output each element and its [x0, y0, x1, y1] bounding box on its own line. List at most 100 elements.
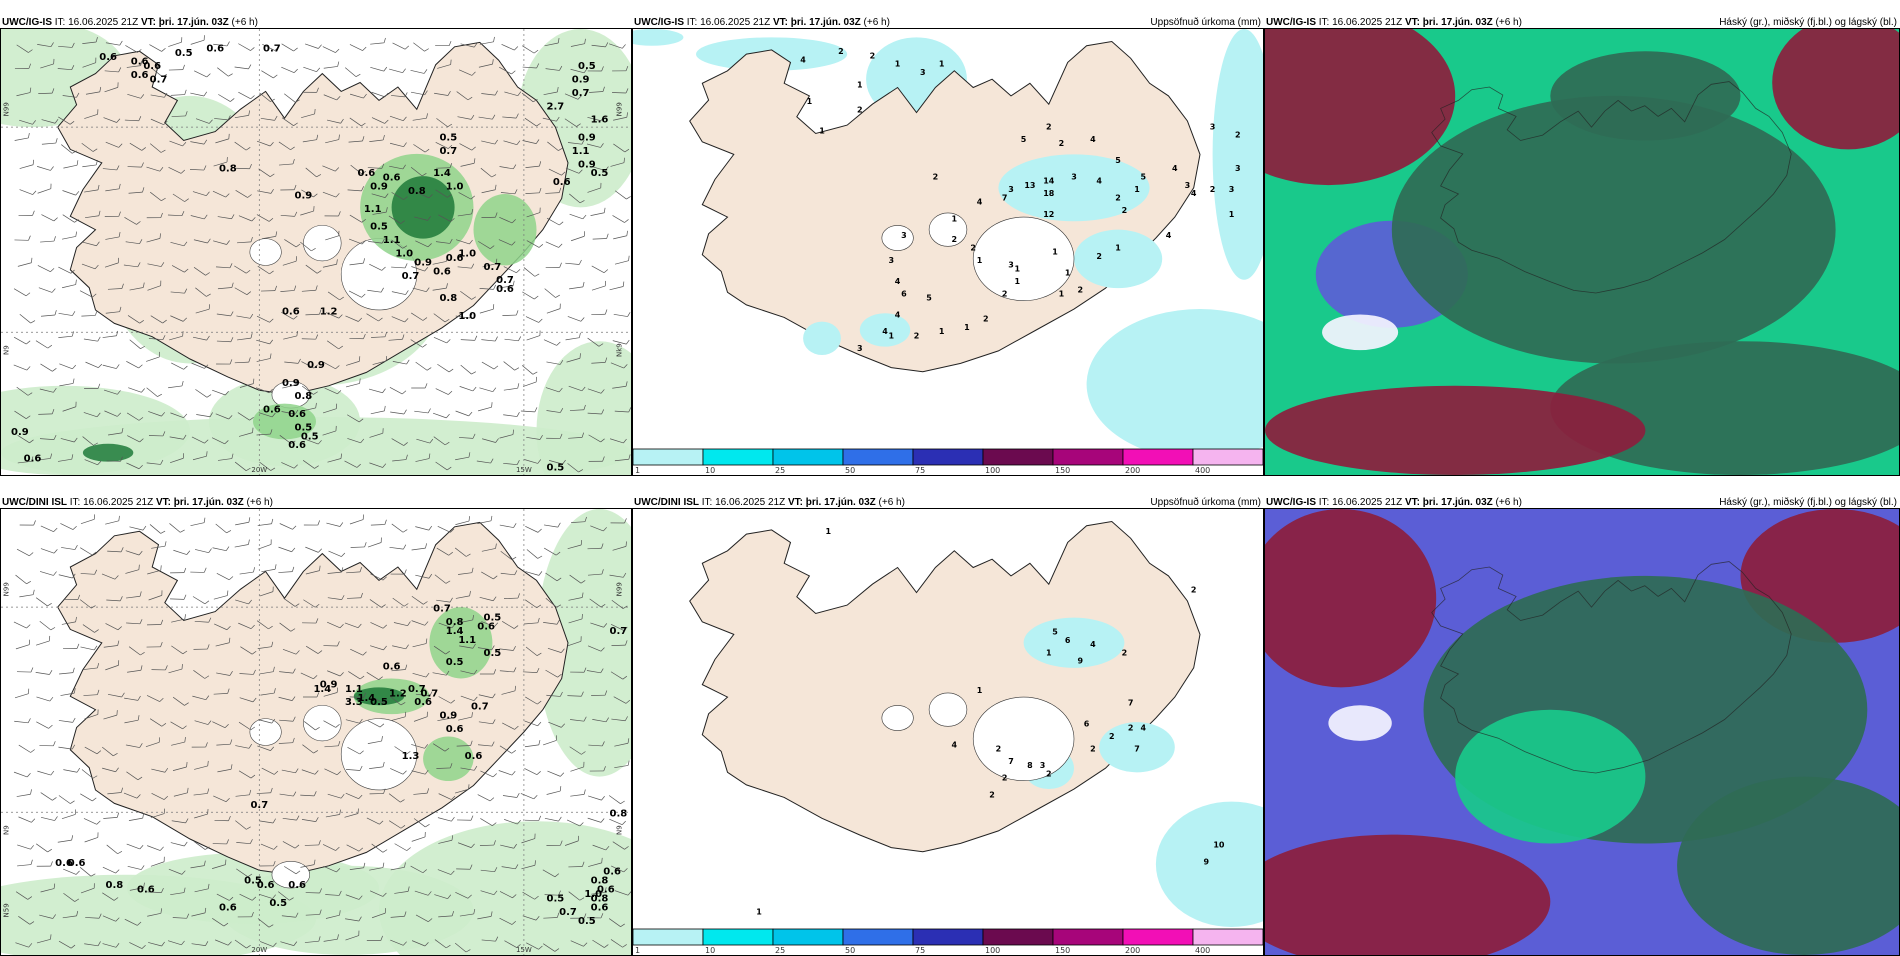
- valid-time: VT: þri. 17.jún. 03Z: [141, 17, 229, 28]
- precip-value-label: 0.6: [446, 724, 464, 735]
- colorbar-tick: 1: [635, 466, 640, 475]
- precip-value-label: 0.6: [219, 902, 237, 913]
- precip-amount-label: 5: [1052, 627, 1058, 636]
- precip-amount-label: 2: [933, 172, 939, 181]
- colorbar-tick: 200: [1125, 466, 1140, 475]
- precip-amount-label: 2: [1002, 290, 1008, 299]
- colorbar-tick: 150: [1055, 946, 1070, 955]
- precip-amount-label: 2: [870, 51, 876, 60]
- precip-amount-label: 1: [1046, 648, 1052, 657]
- colorbar-tick: 50: [845, 466, 855, 475]
- precip-value-label: 0.7: [433, 604, 451, 615]
- precip-amount-label: 2: [996, 744, 1002, 753]
- precip-amount-label: 3: [889, 256, 895, 265]
- precip-amount-label: 4: [882, 327, 888, 336]
- valid-time: VT: þri. 17.jún. 03Z: [773, 17, 861, 28]
- colorbar-segment: [633, 449, 703, 465]
- colorbar-segment: [773, 929, 843, 945]
- precip-amount-label: 1: [889, 331, 895, 340]
- colorbar-segment: [773, 449, 843, 465]
- precip-value-label: 0.6: [465, 751, 483, 762]
- latitude-label: N99: [3, 102, 11, 116]
- precip-value-label: 0.9: [439, 711, 457, 722]
- precip-amount-label: 4: [1191, 189, 1197, 198]
- precip-value-label: 0.9: [11, 427, 29, 438]
- precip-value-label: 1.0: [446, 182, 464, 193]
- glacier: [973, 697, 1074, 781]
- precip-amount-label: 1: [939, 60, 945, 69]
- precip-value-label: 1.0: [458, 311, 476, 322]
- colorbar-segment: [1193, 929, 1263, 945]
- precip-amount-label: 2: [1109, 732, 1115, 741]
- precip-amount-label: 2: [838, 47, 844, 56]
- cloud-panel: UWC/IG-IS IT: 16.06.2025 21Z VT: þri. 17…: [1264, 494, 1900, 956]
- precip-value-label: 0.6: [282, 306, 300, 317]
- panel-title: UWC/IG-IS IT: 16.06.2025 21Z VT: þri. 17…: [1266, 17, 1522, 28]
- precip-amount-label: 2: [1235, 131, 1241, 140]
- precip-amount-label: 3: [1235, 164, 1241, 173]
- precip-value-label: 0.9: [414, 257, 432, 268]
- colorbar-tick: 75: [915, 946, 925, 955]
- precip-value-label: 0.6: [288, 409, 306, 420]
- precip-value-label: 1.4: [313, 684, 331, 695]
- precip-amount-label: 4: [1141, 724, 1147, 733]
- cloud-area: [1328, 705, 1391, 741]
- precip-amount-label: 7: [1128, 698, 1134, 707]
- colorbar-segment: [843, 449, 913, 465]
- precip-amount-label: 3: [857, 344, 863, 353]
- init-time: IT: 16.06.2025 21Z: [1316, 17, 1405, 28]
- precip-amount-label: 1: [1229, 210, 1235, 219]
- glacier: [929, 693, 967, 726]
- colorbar-tick: 75: [915, 466, 925, 475]
- precip-value-label: 0.5: [370, 697, 388, 708]
- valid-time: VT: þri. 17.jún. 03Z: [788, 497, 876, 508]
- panel-title: UWC/DINI ISL IT: 16.06.2025 21Z VT: þri.…: [634, 497, 905, 508]
- precip-value-label: 0.6: [553, 177, 571, 188]
- model-name: UWC/DINI ISL: [2, 497, 67, 508]
- precip-area: [1024, 618, 1125, 668]
- valid-time: VT: þri. 17.jún. 03Z: [1405, 17, 1493, 28]
- colorbar-segment: [983, 449, 1053, 465]
- precip-amount-label: 6: [1084, 719, 1090, 728]
- precip-amount-label: 2: [1122, 648, 1128, 657]
- glacier: [303, 705, 341, 741]
- glacier: [250, 719, 282, 746]
- colorbar-segment: [1193, 449, 1263, 465]
- colorbar-tick: 10: [705, 466, 715, 475]
- glacier: [929, 213, 967, 246]
- precip-amount-label: 4: [895, 277, 901, 286]
- precip-panel: UWC/DINI ISL IT: 16.06.2025 21Z VT: þri.…: [632, 494, 1264, 956]
- cloud-map[interactable]: [1264, 28, 1900, 476]
- precip-value-label: 0.7: [439, 146, 457, 157]
- precip-amount-label: 3: [901, 231, 907, 240]
- precip-value-label: 0.7: [150, 75, 168, 86]
- precip-amount-label: 3: [1071, 172, 1077, 181]
- colorbar-segment: [633, 929, 703, 945]
- precip-amount-label: 2: [1090, 744, 1096, 753]
- precip-value-label: 0.9: [578, 133, 596, 144]
- precip-value-label: 0.6: [358, 168, 376, 179]
- precip-amount-label: 3: [1008, 260, 1014, 269]
- precip-value-label: 0.6: [414, 697, 432, 708]
- colorbar-segment: [913, 449, 983, 465]
- colorbar-segment: [703, 929, 773, 945]
- colorbar-tick: 150: [1055, 466, 1070, 475]
- precip-amount-label: 1: [895, 60, 901, 69]
- precip-amount-label: 1: [1059, 290, 1065, 299]
- latitude-label: N99: [616, 582, 624, 596]
- cloud-map[interactable]: [1264, 508, 1900, 956]
- precip-value-label: 1.1: [364, 204, 382, 215]
- precip-amount-label: 5: [1021, 135, 1027, 144]
- latitude-label: N99: [616, 102, 624, 116]
- precip-value-label: 0.9: [282, 378, 300, 389]
- panel-title: UWC/IG-IS IT: 16.06.2025 21Z VT: þri. 17…: [1266, 497, 1522, 508]
- precip-core: [83, 444, 133, 462]
- precip-amount-label: 9: [1078, 657, 1084, 666]
- init-time: IT: 16.06.2025 21Z: [52, 17, 141, 28]
- precip-amount-label: 5: [1141, 172, 1147, 181]
- precip-value-label: 0.9: [295, 190, 313, 201]
